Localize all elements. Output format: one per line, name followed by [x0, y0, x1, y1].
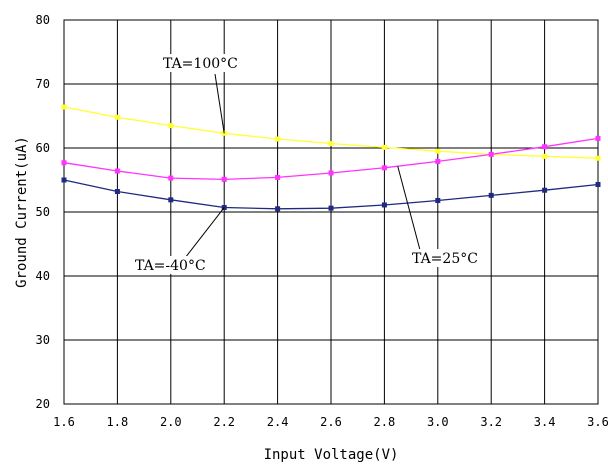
x-tick-label: 1.8	[107, 415, 129, 429]
series-2	[61, 177, 601, 212]
data-point	[435, 158, 441, 164]
annotation-leader	[184, 207, 225, 259]
data-point	[275, 136, 281, 142]
data-point	[168, 175, 174, 181]
data-point	[114, 114, 120, 120]
data-point	[488, 192, 494, 198]
data-point	[595, 135, 601, 141]
data-point	[275, 174, 281, 180]
annotation-label: TA=-40°C	[135, 258, 206, 274]
annotation-bg	[161, 54, 234, 72]
data-point	[488, 151, 494, 157]
x-tick-label: 3.4	[534, 415, 556, 429]
x-tick-label: 3.0	[427, 415, 449, 429]
annotation-label: TA=100°C	[163, 56, 238, 72]
data-point	[275, 206, 281, 212]
annotation-leader	[397, 166, 421, 251]
x-tick-label: 2.2	[213, 415, 235, 429]
data-point	[435, 148, 441, 154]
data-point	[61, 160, 67, 166]
y-tick-label: 80	[36, 13, 50, 27]
data-point	[542, 153, 548, 159]
y-tick-label: 60	[36, 141, 50, 155]
data-point	[595, 155, 601, 161]
data-point	[542, 187, 548, 193]
data-point	[61, 177, 67, 183]
data-point	[221, 176, 227, 182]
x-tick-label: 3.6	[587, 415, 608, 429]
data-point	[381, 202, 387, 208]
x-tick-labels: 1.6 1.8 2.0 2.2 2.4 2.6 2.8 3.0 3.2 3.4 3.6	[53, 415, 608, 429]
y-tick-label: 30	[36, 333, 50, 347]
y-tick-label: 50	[36, 205, 50, 219]
data-point	[61, 104, 67, 110]
data-point	[168, 123, 174, 129]
data-point	[328, 170, 334, 176]
data-point	[381, 165, 387, 171]
data-point	[168, 197, 174, 203]
y-tick-label: 40	[36, 269, 50, 283]
data-point	[542, 144, 548, 150]
series-1	[61, 135, 601, 182]
data-point	[328, 205, 334, 211]
x-tick-label: 2.0	[160, 415, 182, 429]
y-tick-labels: 20 30 40 50 60 70 80	[36, 13, 50, 411]
grid-lines	[63, 19, 599, 405]
x-tick-label: 3.2	[480, 415, 502, 429]
annotation-label: TA=25°C	[412, 251, 478, 267]
data-point	[328, 141, 334, 147]
annotation-bg	[410, 249, 475, 267]
y-tick-label: 70	[36, 77, 50, 91]
data-point	[435, 197, 441, 203]
x-tick-label: 2.8	[374, 415, 396, 429]
y-tick-label: 20	[36, 397, 50, 411]
annotation-leader	[214, 73, 225, 134]
data-point	[595, 181, 601, 187]
data-point	[381, 144, 387, 150]
x-tick-label: 2.4	[267, 415, 289, 429]
x-axis-title: Input Voltage(V)	[264, 447, 399, 463]
data-point	[114, 189, 120, 195]
data-point	[114, 168, 120, 174]
annotations: TA=100°C TA=25°C TA=-40°C	[133, 54, 478, 274]
x-tick-label: 1.6	[53, 415, 75, 429]
x-tick-label: 2.6	[320, 415, 342, 429]
annotation-bg	[133, 256, 206, 274]
y-axis-title: Ground Current(uA)	[14, 136, 30, 288]
